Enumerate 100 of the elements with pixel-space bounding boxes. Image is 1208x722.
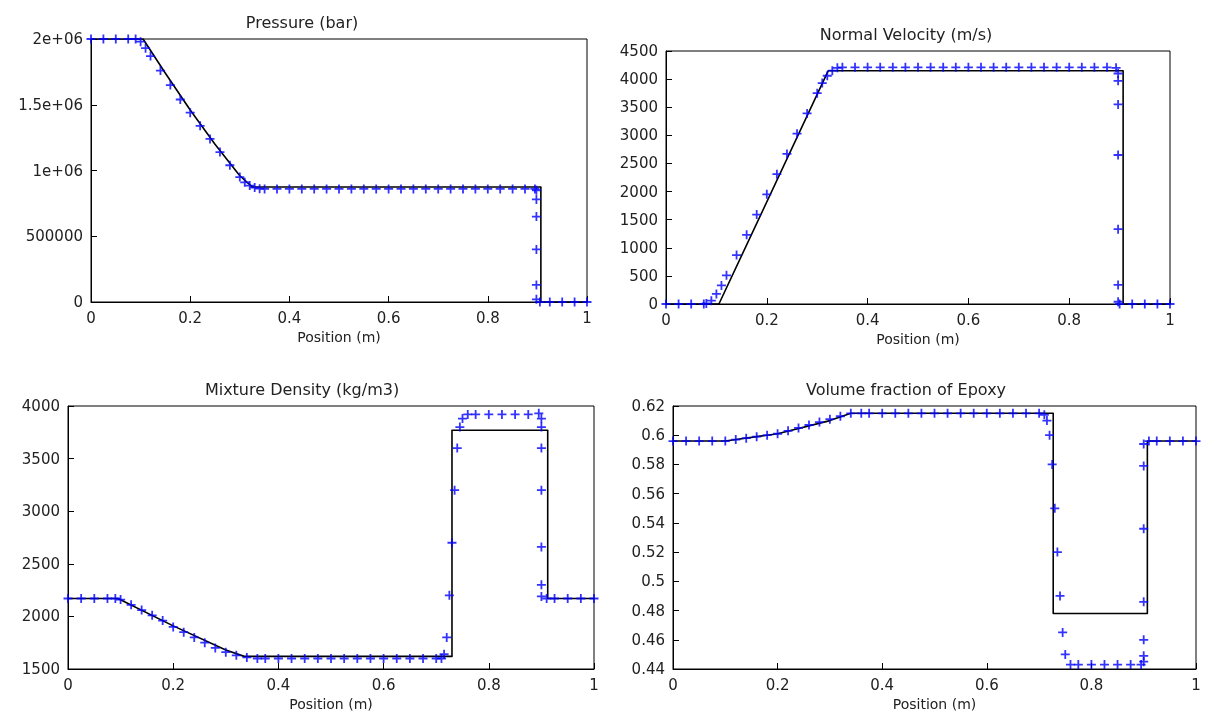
x-tick-label: 1: [589, 675, 599, 694]
point: [1055, 591, 1065, 601]
point: [969, 408, 979, 418]
x-tick-label: 1: [582, 308, 592, 327]
point: [686, 299, 696, 309]
y-tick-label: 0.44: [631, 660, 665, 678]
point: [346, 184, 356, 194]
point: [875, 62, 885, 72]
point: [976, 62, 986, 72]
x-tick-label: 0.2: [754, 310, 779, 329]
point: [863, 62, 873, 72]
point: [240, 177, 250, 187]
chart-title: Volume fraction of Epoxy: [805, 379, 1007, 399]
x-tick-label: 0.2: [765, 675, 790, 694]
point: [1152, 436, 1162, 446]
point: [742, 230, 752, 240]
x-tick-label: 1: [1191, 675, 1201, 694]
point: [864, 408, 874, 418]
point: [661, 299, 671, 309]
point: [1073, 660, 1083, 670]
point: [1126, 660, 1136, 670]
point: [384, 184, 394, 194]
point: [260, 184, 270, 194]
point: [359, 184, 369, 194]
y-tick-label: 500000: [25, 227, 83, 246]
x-axis-title: Position (m): [892, 696, 977, 712]
y-tick-label: 4500: [619, 42, 658, 60]
point: [762, 430, 772, 440]
y-tick-label: 1000: [619, 238, 658, 257]
x-tick-label: 0.2: [161, 675, 186, 694]
point: [856, 408, 866, 418]
point: [846, 408, 856, 418]
point: [773, 429, 783, 439]
point: [1140, 299, 1150, 309]
point: [827, 66, 837, 76]
point: [1113, 224, 1123, 234]
point: [888, 62, 898, 72]
point: [396, 184, 406, 194]
x-tick-label: 0.8: [475, 308, 500, 327]
point: [1139, 461, 1149, 471]
y-tick-label: 0.56: [631, 484, 665, 503]
point: [956, 408, 966, 418]
x-tick-label: 0.6: [376, 308, 401, 327]
y-tick-label: 0.62: [631, 397, 665, 415]
point: [1178, 436, 1188, 446]
x-axis-title: Position (m): [289, 696, 373, 712]
point: [1077, 62, 1087, 72]
point: [545, 297, 555, 307]
y-tick-label: 2500: [619, 154, 658, 173]
x-tick-label: 0: [668, 675, 678, 694]
y-tick-label: 500: [629, 266, 658, 285]
point: [520, 184, 530, 194]
y-tick-label: 0.58: [631, 455, 665, 474]
point: [446, 184, 456, 194]
point: [557, 297, 567, 307]
y-tick-label: 0.6: [641, 426, 665, 445]
point: [837, 62, 847, 72]
x-tick-label: 0: [86, 308, 96, 327]
point: [235, 172, 245, 182]
point: [1014, 62, 1024, 72]
x-tick-label: 0.8: [1057, 310, 1082, 329]
point: [1039, 410, 1049, 420]
point: [1042, 416, 1052, 426]
point: [1050, 503, 1060, 513]
point: [681, 436, 691, 446]
point: [731, 435, 741, 445]
chart-title: Normal Velocity (m/s): [819, 24, 993, 44]
point: [272, 184, 282, 194]
point: [982, 408, 992, 418]
x-tick-label: 0.4: [870, 675, 895, 694]
point: [890, 408, 900, 418]
y-tick-label: 0.52: [631, 543, 665, 562]
point: [215, 147, 225, 157]
point: [1060, 649, 1070, 659]
point: [1139, 651, 1149, 661]
point: [938, 62, 948, 72]
point: [1102, 62, 1112, 72]
point: [903, 408, 913, 418]
point: [322, 184, 332, 194]
point: [1191, 436, 1201, 446]
point: [483, 184, 493, 194]
point: [225, 160, 235, 170]
x-tick-label: 0.4: [277, 308, 302, 327]
point: [926, 62, 936, 72]
point: [433, 184, 443, 194]
point: [131, 34, 141, 44]
y-tick-label: 0.48: [631, 601, 665, 620]
point: [877, 408, 887, 418]
point: [1086, 660, 1096, 670]
point: [812, 88, 822, 98]
point: [752, 432, 762, 442]
point: [495, 184, 505, 194]
point: [165, 80, 175, 90]
point: [1144, 436, 1154, 446]
point: [783, 426, 793, 436]
y-tick-label: 0: [648, 295, 658, 313]
point: [772, 169, 782, 179]
y-tick-label: 1500: [21, 660, 60, 678]
point: [245, 181, 255, 191]
point: [195, 121, 205, 131]
